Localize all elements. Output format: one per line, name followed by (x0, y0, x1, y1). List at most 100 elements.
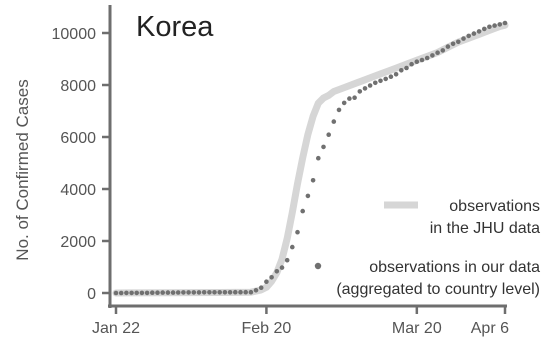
data-point (482, 26, 487, 32)
y-tick-label: 2000 (60, 234, 96, 251)
y-tick-label: 10000 (52, 26, 97, 43)
data-point (373, 80, 378, 86)
data-point (186, 290, 191, 295)
our-data-series-layer (113, 20, 508, 296)
data-point (191, 290, 197, 295)
data-point (227, 290, 233, 295)
data-point (450, 41, 456, 47)
data-point (352, 95, 357, 100)
data-point (300, 208, 306, 214)
data-point (212, 290, 217, 295)
data-point (170, 290, 176, 295)
data-point (414, 59, 420, 64)
data-point (129, 290, 134, 296)
legend: observations in the JHU data observation… (314, 198, 540, 298)
y-axis-ticks: 0 2000 4000 6000 8000 10000 (52, 26, 110, 303)
data-point (274, 269, 280, 274)
data-point (471, 31, 477, 36)
x-axis-ticks: Jan 22 Feb 20 Mar 20 Apr 6 (92, 306, 509, 337)
data-point (118, 290, 124, 296)
data-point (258, 285, 264, 291)
y-tick-label: 0 (87, 286, 96, 303)
data-point (466, 33, 472, 39)
data-point (139, 290, 145, 296)
x-tick-label: Mar 20 (392, 320, 442, 337)
data-point (445, 44, 451, 49)
data-point (487, 24, 492, 30)
x-tick-label: Jan 22 (92, 320, 140, 337)
data-point (497, 22, 503, 27)
data-point (196, 290, 202, 295)
data-point (165, 290, 171, 295)
data-point (222, 290, 228, 295)
data-point (362, 86, 368, 91)
data-point (207, 290, 212, 295)
data-point (124, 290, 129, 296)
data-point (238, 289, 243, 295)
data-point (424, 55, 430, 61)
data-point (217, 290, 222, 295)
legend-our-data-label-line1: observations in our data (369, 259, 540, 276)
y-tick-label: 8000 (60, 78, 96, 95)
x-tick-label: Apr 6 (471, 320, 509, 337)
legend-jhu-label-line1: observations (449, 198, 540, 215)
x-tick-label: Feb 20 (242, 320, 292, 337)
data-point (284, 257, 290, 263)
data-point (175, 290, 181, 295)
data-point (367, 83, 373, 88)
y-tick-label: 4000 (60, 182, 96, 199)
data-point (502, 20, 508, 26)
data-point (378, 78, 383, 84)
data-point (336, 107, 342, 113)
data-point (243, 289, 248, 295)
data-point (419, 57, 425, 63)
data-point (310, 178, 316, 183)
y-tick-label: 6000 (60, 130, 96, 147)
legend-our-data-label-line2: (aggregated to country level) (336, 281, 540, 298)
data-point (253, 288, 259, 293)
data-point (456, 39, 461, 45)
data-point (305, 193, 311, 199)
data-point (155, 290, 160, 296)
data-point (461, 36, 466, 41)
data-point (404, 65, 409, 71)
data-point (357, 89, 363, 94)
data-point (269, 275, 274, 280)
data-point (476, 29, 482, 34)
data-point (388, 74, 394, 79)
data-point (331, 119, 337, 124)
data-point (383, 76, 389, 82)
data-point (150, 290, 155, 296)
data-point (290, 244, 295, 250)
data-point (440, 48, 446, 53)
data-point (160, 290, 165, 295)
data-point (321, 144, 326, 150)
data-point (347, 96, 352, 101)
data-point (248, 289, 254, 295)
data-point (492, 23, 497, 28)
data-point (341, 100, 347, 106)
data-point (134, 290, 139, 296)
data-point (409, 61, 414, 67)
data-point (264, 279, 269, 285)
data-point (113, 290, 119, 296)
data-point (279, 265, 285, 270)
data-point (326, 132, 332, 137)
data-point (181, 290, 186, 295)
data-point (399, 68, 404, 73)
chart-title: Korea (136, 11, 214, 43)
jhu-series-layer (112, 21, 509, 297)
data-point (144, 290, 150, 296)
data-point (393, 72, 399, 77)
data-point (233, 289, 238, 295)
data-point (435, 50, 440, 55)
jhu-series-line (112, 21, 509, 297)
data-point (201, 290, 207, 295)
data-point (316, 155, 321, 161)
legend-our-data-marker (314, 262, 322, 270)
legend-jhu-label-line2: in the JHU data (430, 220, 540, 237)
y-axis-title: No. of Confirmed Cases (13, 79, 32, 260)
data-point (430, 53, 435, 58)
data-point (295, 229, 300, 235)
